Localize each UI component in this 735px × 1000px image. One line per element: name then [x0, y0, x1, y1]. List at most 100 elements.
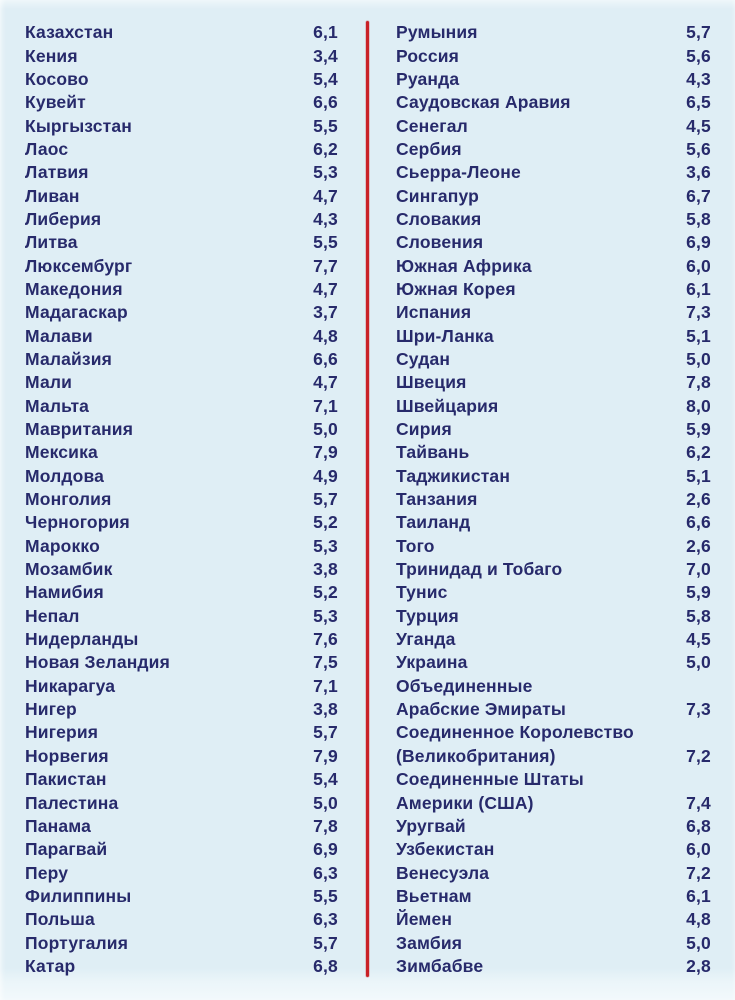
country-value: 5,0 — [313, 419, 338, 440]
country-value: 6,0 — [686, 255, 711, 276]
column-divider-line — [366, 21, 369, 977]
country-value: 4,3 — [686, 68, 711, 89]
table-row: Шри-Ланка 5,1 — [396, 324, 711, 347]
table-row: Судан 5,0 — [396, 348, 711, 371]
table-row: Испания 7,3 — [396, 301, 711, 324]
country-name: Сенегал — [396, 115, 468, 136]
table-row: Уругвай 6,8 — [396, 815, 711, 838]
country-value: 4,5 — [686, 115, 711, 136]
country-name: Венесуэла — [396, 862, 490, 883]
country-name: Мозамбик — [25, 559, 113, 580]
country-value: 6,5 — [686, 92, 711, 113]
table-row: Зимбабве 2,8 — [396, 955, 711, 978]
table-row: Таджикистан 5,1 — [396, 465, 711, 488]
table-row: Мавритания 5,0 — [25, 418, 338, 441]
table-row: Швеция 7,8 — [396, 371, 711, 394]
country-value: 4,8 — [686, 909, 711, 930]
country-value: 4,3 — [313, 208, 338, 229]
table-row: Казахстан 6,1 — [25, 21, 338, 44]
country-name: Сербия — [396, 138, 462, 159]
table-row: (Великобритания) 7,2 — [396, 745, 711, 768]
country-name: Нигер — [25, 699, 77, 720]
country-value: 5,2 — [313, 582, 338, 603]
country-name: Арабские Эмираты — [396, 699, 566, 720]
country-value: 7,3 — [686, 699, 711, 720]
country-name: Тайвань — [396, 442, 470, 463]
country-value: 6,2 — [686, 442, 711, 463]
table-row: Мальта 7,1 — [25, 395, 338, 418]
country-value: 6,8 — [686, 815, 711, 836]
table-row: Уганда 4,5 — [396, 628, 711, 651]
country-name: Объединенные — [396, 675, 533, 696]
table-row: Люксембург 7,7 — [25, 254, 338, 277]
country-value: 2,6 — [686, 535, 711, 556]
table-row: Панама 7,8 — [25, 815, 338, 838]
country-value: 7,3 — [686, 302, 711, 323]
country-value: 2,8 — [686, 955, 711, 976]
country-value: 5,6 — [686, 45, 711, 66]
country-name: Португалия — [25, 932, 129, 953]
table-row: Никарагуа 7,1 — [25, 675, 338, 698]
table-row: Палестина 5,0 — [25, 791, 338, 814]
table-row: Мадагаскар 3,7 — [25, 301, 338, 324]
table-row: Нигерия 5,7 — [25, 721, 338, 744]
country-name: Македония — [25, 278, 123, 299]
country-name: Вьетнам — [396, 885, 472, 906]
table-row: Таиланд 6,6 — [396, 511, 711, 534]
country-name: Судан — [396, 348, 451, 369]
country-value: 5,4 — [313, 769, 338, 790]
country-value: 5,8 — [686, 605, 711, 626]
country-name: Зимбабве — [396, 955, 484, 976]
country-value: 5,9 — [686, 582, 711, 603]
country-value: 7,7 — [313, 255, 338, 276]
country-name: Казахстан — [25, 22, 114, 43]
table-row: Южная Корея 6,1 — [396, 278, 711, 301]
country-value: 5,6 — [686, 138, 711, 159]
country-value: 5,7 — [313, 489, 338, 510]
country-value: 2,6 — [686, 489, 711, 510]
country-name: Мальта — [25, 395, 90, 416]
country-name: Нигерия — [25, 722, 99, 743]
country-value: 5,3 — [313, 605, 338, 626]
country-name: Перу — [25, 862, 69, 883]
country-name: Швеция — [396, 372, 467, 393]
country-name: Филиппины — [25, 885, 132, 906]
table-row: Тринидад и Тобаго 7,0 — [396, 558, 711, 581]
country-value: 3,6 — [686, 162, 711, 183]
country-name: Соединенное Королевство — [396, 722, 634, 743]
table-row: Сьерра-Леоне 3,6 — [396, 161, 711, 184]
country-value: 7,8 — [686, 372, 711, 393]
table-row: Мали 4,7 — [25, 371, 338, 394]
country-name: Мали — [25, 372, 72, 393]
table-row: Черногория 5,2 — [25, 511, 338, 534]
table-row: Латвия 5,3 — [25, 161, 338, 184]
country-name: Танзания — [396, 489, 478, 510]
table-row: Украина 5,0 — [396, 651, 711, 674]
table-row: Вьетнам 6,1 — [396, 885, 711, 908]
country-value: 5,7 — [313, 722, 338, 743]
country-name: Нидерланды — [25, 629, 139, 650]
table-row: Кыргызстан 5,5 — [25, 114, 338, 137]
table-row: Непал 5,3 — [25, 605, 338, 628]
country-column-left: Казахстан 6,1 Кения 3,4 Косово 5,4 Кувейт 6,6 Кы… — [25, 21, 338, 978]
table-row: Молдова 4,9 — [25, 465, 338, 488]
country-name: Румыния — [396, 22, 478, 43]
country-value: 5,7 — [313, 932, 338, 953]
country-value: 5,3 — [313, 535, 338, 556]
country-value: 6,0 — [686, 839, 711, 860]
table-row: Узбекистан 6,0 — [396, 838, 711, 861]
country-name: Тринидад и Тобаго — [396, 559, 563, 580]
table-row: Марокко 5,3 — [25, 535, 338, 558]
country-name: Уганда — [396, 629, 456, 650]
country-name: Сингапур — [396, 185, 479, 206]
country-value: 5,1 — [686, 325, 711, 346]
table-row: Россия 5,6 — [396, 44, 711, 67]
table-row: Литва 5,5 — [25, 231, 338, 254]
country-value: 7,4 — [686, 792, 711, 813]
table-row: Новая Зеландия 7,5 — [25, 651, 338, 674]
country-name: Саудовская Аравия — [396, 92, 571, 113]
country-name: Мадагаскар — [25, 302, 128, 323]
country-name: Йемен — [396, 909, 453, 930]
table-row: Португалия 5,7 — [25, 931, 338, 954]
country-name: Руанда — [396, 68, 460, 89]
